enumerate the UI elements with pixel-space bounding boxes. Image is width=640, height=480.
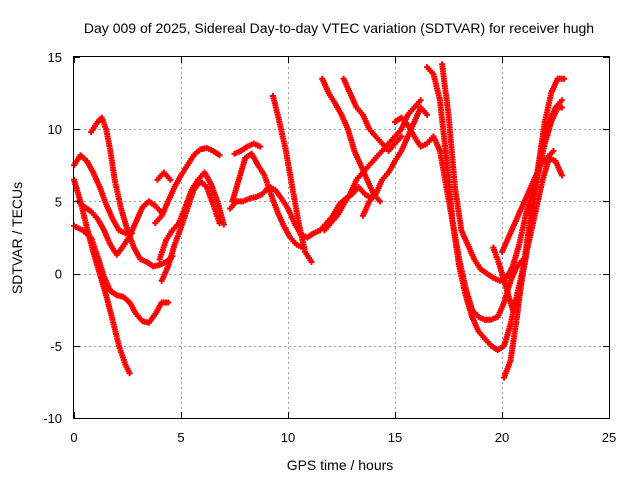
data-point xyxy=(561,75,568,82)
data-series xyxy=(340,75,405,154)
data-point xyxy=(308,259,315,265)
data-point xyxy=(257,143,264,150)
x-tick-label: 10 xyxy=(281,430,295,445)
data-series xyxy=(71,222,172,326)
y-tick-label: 15 xyxy=(48,50,62,65)
axis-ticks: 0 5 10 15 20 25 -10 -5 0 5 10 15 xyxy=(43,50,616,445)
data-series xyxy=(152,145,223,227)
data-point xyxy=(424,111,431,118)
data-point xyxy=(220,221,227,228)
data-series xyxy=(501,97,565,381)
data-series xyxy=(231,140,264,157)
plot-points xyxy=(71,61,568,381)
data-series xyxy=(88,114,176,270)
y-tick-label: 5 xyxy=(55,194,62,209)
data-point xyxy=(558,97,565,104)
data-point xyxy=(398,133,405,140)
chart-title: Day 009 of 2025, Sidereal Day-to-day VTE… xyxy=(84,20,594,36)
data-point xyxy=(417,97,424,104)
data-series xyxy=(270,93,315,265)
x-tick-label: 5 xyxy=(177,430,184,445)
data-series xyxy=(499,147,557,255)
data-series xyxy=(321,97,424,234)
x-tick-label: 15 xyxy=(388,430,402,445)
data-point xyxy=(377,198,383,205)
data-point xyxy=(126,370,133,377)
data-point xyxy=(216,152,223,159)
data-point xyxy=(550,147,557,154)
data-series xyxy=(154,169,174,183)
data-point xyxy=(558,172,565,179)
plot-frame xyxy=(73,56,610,419)
data-point xyxy=(558,104,565,111)
x-tick-label: 25 xyxy=(602,430,616,445)
data-series xyxy=(158,178,223,284)
y-tick-label: 0 xyxy=(55,267,62,282)
x-axis-title: GPS time / hours xyxy=(287,457,394,473)
x-tick-label: 20 xyxy=(495,430,509,445)
data-point xyxy=(167,176,174,183)
data-point xyxy=(165,299,172,306)
y-tick-label: -5 xyxy=(50,339,62,354)
y-tick-label: -10 xyxy=(43,411,62,426)
x-tick-label: 0 xyxy=(70,430,77,445)
data-point xyxy=(216,220,223,227)
y-axis-title: SDTVAR / TECUs xyxy=(9,182,25,294)
data-series xyxy=(319,75,383,205)
y-tick-label: 10 xyxy=(48,122,62,137)
data-series xyxy=(229,150,306,251)
